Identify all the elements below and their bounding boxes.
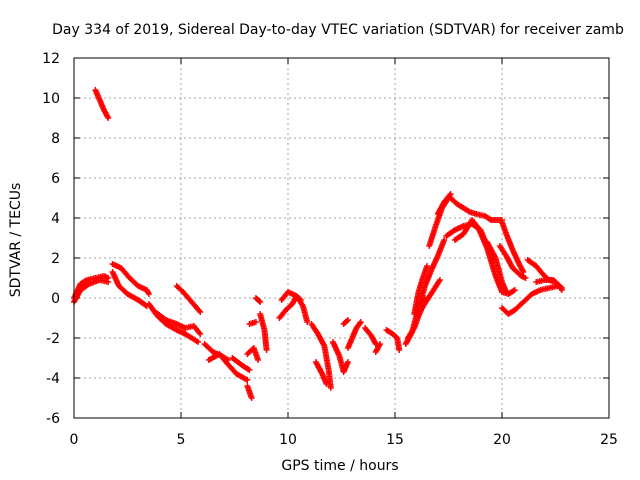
y-tick-label: 4 [51, 211, 60, 227]
x-tick-labels: 0 5 10 15 20 25 [70, 432, 618, 448]
y-tick-label: -6 [46, 411, 60, 427]
chart-title: Day 334 of 2019, Sidereal Day-to-day VTE… [52, 22, 624, 38]
y-tick-label: 8 [51, 131, 60, 147]
grid-lines [74, 58, 609, 418]
data-point [344, 317, 351, 323]
y-tick-label: 10 [42, 91, 60, 107]
data-point [195, 339, 202, 345]
y-tick-label: 0 [51, 291, 60, 307]
data-point [323, 381, 330, 387]
data-point [255, 357, 262, 363]
data-point [396, 347, 403, 353]
data-point [252, 319, 259, 325]
data-point [105, 279, 112, 285]
data-point [304, 319, 311, 325]
data-point [377, 341, 384, 347]
y-tick-label: -4 [46, 371, 60, 387]
data-point [105, 115, 112, 121]
data-point [520, 269, 527, 275]
data-point [246, 367, 253, 373]
data-point [245, 366, 252, 373]
x-tick-label: 20 [493, 432, 511, 448]
x-tick-label: 25 [600, 432, 618, 448]
data-point [522, 275, 529, 281]
data-point [197, 331, 204, 337]
data-point [510, 287, 517, 294]
data-point [196, 307, 203, 314]
data-point [558, 285, 565, 291]
data-point [424, 263, 431, 269]
data-point [145, 291, 152, 297]
data-point [356, 320, 363, 327]
data-point [244, 377, 251, 383]
data-point [257, 299, 264, 305]
x-axis-label: GPS time / hours [281, 458, 398, 474]
y-tick-label: -2 [46, 331, 60, 347]
data-point [197, 309, 204, 315]
y-tick-label: 2 [51, 251, 60, 267]
data-point [327, 385, 334, 391]
x-tick-label: 10 [279, 432, 297, 448]
data-point [357, 319, 364, 325]
data-point [511, 287, 518, 293]
data-point [441, 237, 448, 243]
data-point [436, 277, 443, 283]
data-point [344, 359, 351, 365]
y-axis-label: SDTVAR / TECUs [8, 183, 24, 298]
y-tick-label: 6 [51, 171, 60, 187]
data-points [71, 87, 565, 401]
data-point [82, 277, 89, 284]
data-point [248, 395, 255, 401]
x-tick-label: 0 [70, 432, 79, 448]
data-point [487, 216, 494, 223]
y-tick-label: 12 [42, 51, 60, 67]
data-point [557, 283, 564, 290]
x-tick-label: 5 [177, 432, 186, 448]
x-tick-label: 15 [386, 432, 404, 448]
plot-frame [73, 57, 610, 419]
data-point [256, 298, 263, 304]
data-point [263, 347, 270, 353]
data-point [343, 318, 350, 324]
y-tick-labels: -6 -4 -2 0 2 4 6 8 10 12 [42, 51, 60, 427]
